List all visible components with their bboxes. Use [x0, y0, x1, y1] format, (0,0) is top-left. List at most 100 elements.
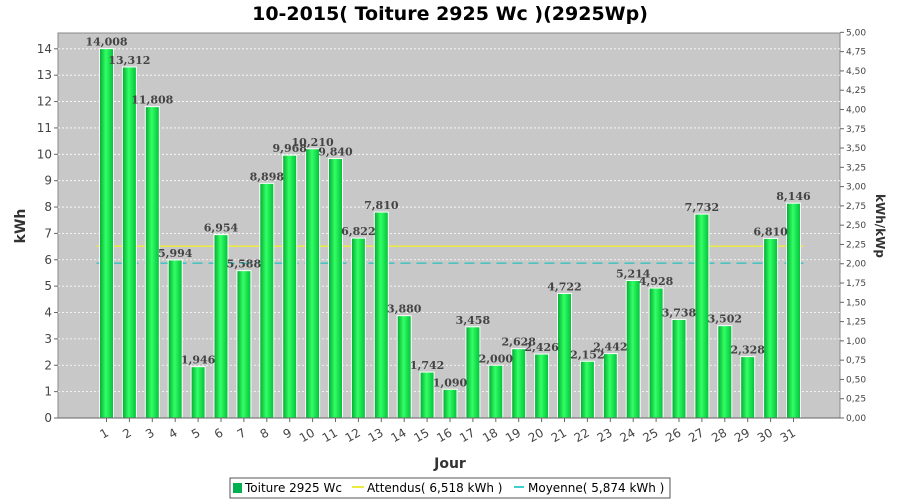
y2-tick-label: 0,25: [846, 395, 866, 405]
bar: [167, 259, 183, 419]
x-tick-label: 25: [640, 425, 660, 445]
y-tick-label: 9: [44, 174, 52, 188]
bar-value-label: 13,312: [108, 54, 150, 67]
x-tick-label: 28: [709, 425, 729, 445]
bar: [625, 280, 641, 419]
bar-value-label: 7,732: [685, 201, 719, 214]
y2-tick-label: 1,50: [846, 298, 866, 308]
bar-value-label: 5,994: [158, 247, 193, 260]
x-tick-label: 10: [297, 425, 317, 445]
bar: [99, 48, 114, 419]
legend: Toiture 2925 Wc Attendus( 6,518 kWh ) Mo…: [229, 477, 671, 499]
bar-value-label: 3,738: [662, 306, 697, 319]
x-tick-label: 14: [388, 425, 408, 445]
bar: [282, 154, 298, 419]
y2-tick-label: 0,50: [846, 375, 866, 385]
bar: [305, 148, 321, 419]
x-tick-label: 26: [663, 425, 683, 445]
x-axis-title: Jour: [433, 456, 466, 472]
bar-value-label: 9,968: [272, 142, 307, 155]
bar-value-label: 1,946: [181, 354, 216, 367]
y-tick-label: 11: [37, 121, 52, 135]
bar-value-label: 3,880: [387, 303, 422, 316]
x-tick-label: 9: [281, 425, 295, 441]
chart-title: 10-2015( Toiture 2925 Wc )(2925Wp): [252, 3, 648, 25]
x-tick-label: 2: [120, 425, 134, 441]
bar: [534, 353, 550, 419]
bars: [99, 48, 801, 419]
x-axis: 1 2 3 4 5 6 7 8 9 10 11 12 13 14 15 16 17 18 19 20 21 22 23 24 2…: [58, 417, 840, 445]
y-tick-label: 8: [44, 200, 52, 214]
y-tick-label: 10: [37, 147, 52, 161]
y-tick-label: 2: [44, 358, 52, 372]
bar: [579, 360, 595, 419]
bar-value-label: 4,928: [639, 275, 674, 288]
y2-tick-label: 1,75: [846, 279, 866, 289]
x-tick-label: 19: [503, 425, 523, 445]
bar-value-label: 9,840: [318, 146, 353, 159]
x-tick-label: 22: [572, 425, 592, 445]
y2-tick-label: 0,75: [846, 356, 866, 366]
bar-value-label: 4,722: [547, 280, 581, 293]
x-tick-label: 1: [97, 425, 111, 441]
bar: [259, 182, 275, 419]
y-tick-label: 0: [44, 411, 52, 425]
bar-value-label: 2,328: [730, 344, 765, 357]
y2-tick-label: 0,00: [846, 414, 866, 424]
bar: [488, 364, 504, 419]
bar: [602, 353, 618, 419]
y-axis-right: 0,00 0,25 0,50 0,75 1,00 1,25 1,50 1,75 2,00 2,25…: [840, 28, 866, 424]
y2-tick-label: 5,00: [846, 28, 866, 38]
bar: [144, 106, 160, 419]
y2-tick-label: 1,00: [846, 337, 866, 347]
x-tick-label: 8: [258, 425, 272, 441]
bar: [121, 66, 137, 419]
x-tick-label: 16: [434, 425, 454, 445]
x-tick-label: 23: [595, 425, 615, 445]
x-tick-label: 11: [320, 425, 340, 445]
bar: [717, 325, 733, 419]
y2-tick-label: 2,00: [846, 260, 866, 270]
bar-labels: 14,008 13,312 11,808 5,994 1,946 6,954 5,588 8,…: [85, 36, 811, 390]
bar: [350, 237, 366, 419]
x-tick-label: 31: [778, 425, 798, 445]
x-tick-label: 3: [143, 425, 157, 441]
y-axis-title: kWh: [13, 209, 29, 244]
bar: [465, 326, 481, 419]
y2-tick-label: 3,75: [846, 125, 866, 135]
y-tick-label: 13: [37, 68, 52, 82]
x-tick-label: 30: [755, 425, 775, 445]
bar-value-label: 7,810: [364, 199, 399, 212]
x-tick-label: 4: [166, 425, 180, 441]
y2-tick-label: 2,25: [846, 240, 866, 250]
x-tick-label: 5: [189, 425, 203, 441]
legend-label-expected: Attendus( 6,518 kWh ): [367, 481, 502, 495]
x-tick-label: 7: [235, 425, 249, 441]
bar: [786, 202, 801, 419]
legend-label-bars: Toiture 2925 Wc: [244, 481, 342, 495]
y-tick-label: 14: [37, 42, 52, 56]
x-tick-label: 18: [480, 425, 500, 445]
bar: [442, 388, 458, 419]
bar-value-label: 6,822: [341, 225, 375, 238]
bar: [236, 270, 252, 419]
y2-tick-label: 4,25: [846, 86, 866, 96]
y2-axis-title: kWh/kWp: [873, 194, 887, 258]
y2-tick-label: 3,50: [846, 144, 866, 154]
bar-value-label: 2,000: [479, 352, 514, 365]
x-tick-label: 15: [411, 425, 431, 445]
y-tick-label: 12: [37, 95, 52, 109]
bar-value-label: 2,426: [524, 341, 559, 354]
y-tick-label: 6: [44, 253, 52, 267]
legend-label-average: Moyenne( 5,874 kWh ): [528, 481, 664, 495]
bar-value-label: 5,588: [227, 258, 262, 271]
bar-value-label: 6,954: [204, 222, 239, 235]
bar: [511, 348, 527, 419]
y2-tick-label: 2,75: [846, 202, 866, 212]
bar: [763, 237, 779, 419]
y2-tick-label: 4,50: [846, 67, 866, 77]
y-tick-label: 1: [44, 385, 52, 399]
bar-value-label: 3,458: [456, 314, 491, 327]
